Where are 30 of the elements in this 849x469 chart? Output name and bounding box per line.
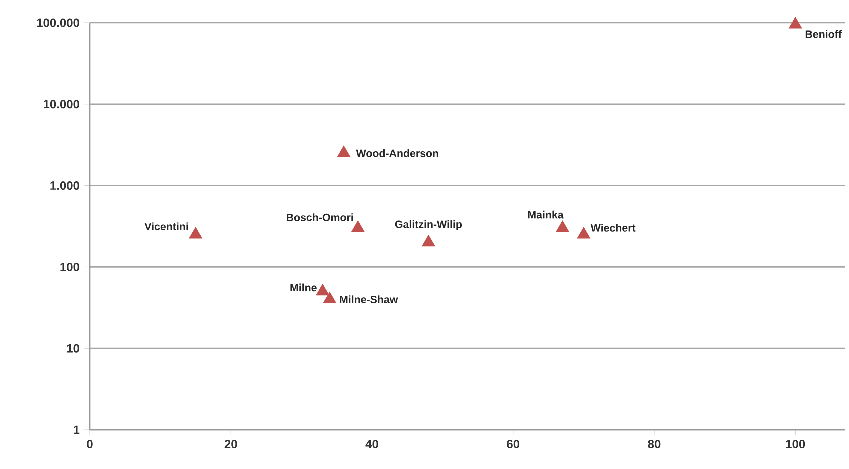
annotation: Milne-Shaw [340,296,398,304]
point [337,146,351,158]
point [788,17,802,29]
annotation: Wood-Anderson [356,149,438,158]
point [577,227,591,239]
point [556,220,570,232]
y-tick-label: 100.000 [37,18,80,28]
point [352,220,365,232]
annotation: Benioff [806,30,842,38]
x-tick-label: 80 [648,440,661,449]
annotation: Wiechert [590,224,636,232]
annotation: Vicentini [144,222,188,231]
annotation: Mainka [528,210,564,219]
y-tick-label: 10.000 [44,100,80,109]
annotation: Bosch-Omori [287,214,354,222]
y-tick-label: 100 [60,262,80,272]
point [323,292,337,304]
y-tick-label: 10 [67,344,80,353]
x-tick-label: 40 [366,440,378,449]
point [316,284,330,296]
y-tick-label: 1 [74,426,80,434]
annotation: Galitzin-Wilip [395,220,462,230]
annotation: Milne [290,284,317,292]
point [422,235,436,247]
x-tick-label: 20 [224,440,238,449]
x-tick-label: 100 [786,440,806,449]
x-tick-label: 0 [87,440,93,449]
y-tick-label: 1.000 [50,182,80,190]
x-tick-label: 60 [507,440,520,449]
point [189,227,202,239]
